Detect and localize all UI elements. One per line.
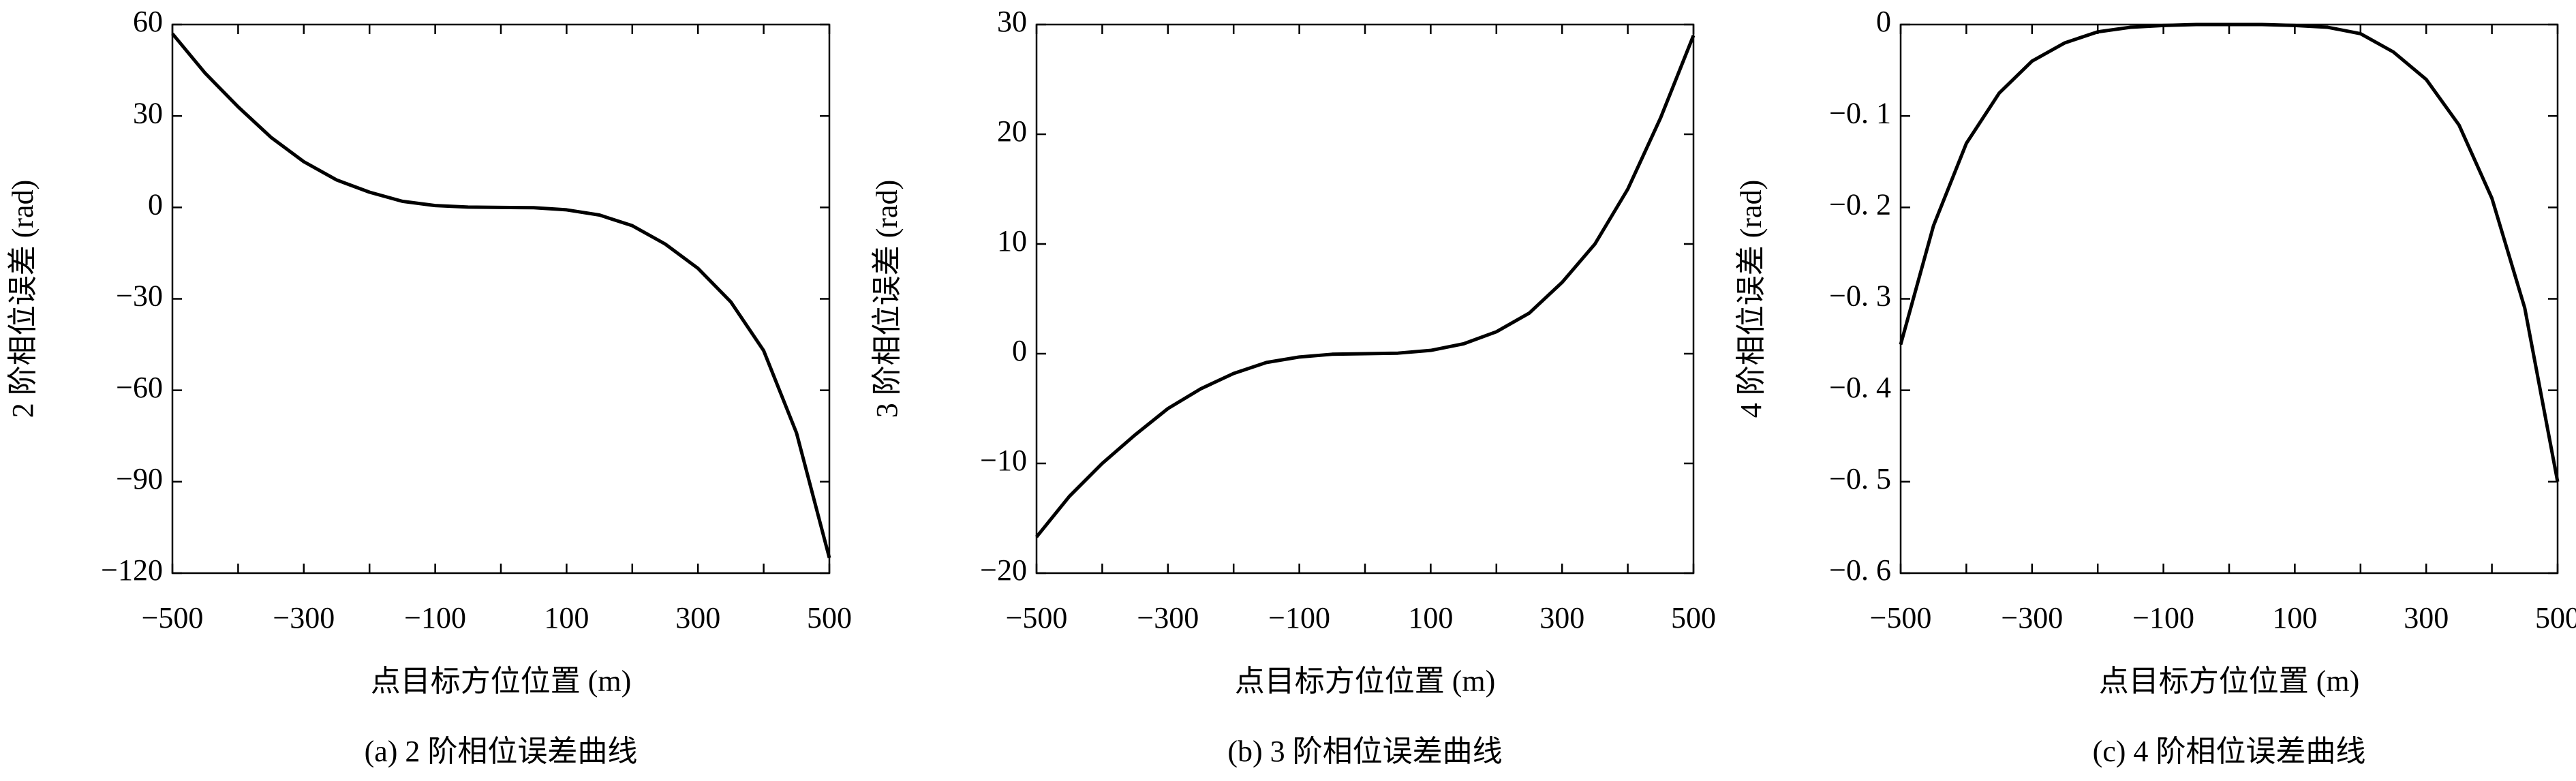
y-tick-label: 0 [148, 187, 163, 221]
y-tick-label: −0. 2 [1829, 187, 1891, 221]
y-axis-label: 3 阶相位误差 (rad) [870, 180, 904, 418]
y-tick-label: −30 [116, 279, 163, 313]
x-axis-label: 点目标方位位置 (m) [1235, 664, 1496, 698]
y-tick-label: −0. 6 [1829, 553, 1891, 587]
x-tick-label: 500 [2535, 601, 2576, 634]
y-axis-label: 4 阶相位误差 (rad) [1734, 180, 1768, 418]
data-line [1899, 22, 2560, 483]
y-axis-label: 2 阶相位误差 (rad) [6, 180, 40, 418]
plot-frame [171, 23, 831, 575]
y-tick-label: 30 [997, 5, 1027, 38]
y-tick-label: 0 [1876, 5, 1891, 38]
y-tick-label: 30 [133, 96, 163, 129]
x-tick-label: 300 [675, 601, 720, 634]
caption: (c) 4 阶相位误差曲线 [2093, 735, 2366, 768]
x-tick-label: −500 [1006, 601, 1068, 634]
x-tick-label: −300 [2001, 601, 2063, 634]
data-line [171, 32, 831, 559]
x-tick-label: −500 [1870, 601, 1932, 634]
x-tick-label: 300 [2404, 601, 2449, 634]
x-tick-label: −300 [273, 601, 335, 634]
y-tick-label: −60 [116, 371, 163, 404]
x-axis-label: 点目标方位位置 (m) [371, 664, 632, 698]
x-tick-label: −300 [1137, 601, 1199, 634]
y-tick-label: −120 [101, 553, 163, 587]
x-tick-label: 100 [1408, 601, 1453, 634]
plot-frame [1899, 23, 2559, 575]
data-line [1035, 35, 1696, 538]
y-tick-label: −10 [980, 444, 1027, 477]
x-tick-label: −500 [142, 601, 204, 634]
y-tick-label: −20 [980, 553, 1027, 587]
y-tick-label: 0 [1012, 334, 1027, 367]
y-tick-label: 10 [997, 224, 1027, 258]
x-tick-label: −100 [2132, 601, 2194, 634]
caption: (a) 2 阶相位误差曲线 [365, 735, 638, 768]
plot-frame [1035, 23, 1695, 575]
x-tick-label: 100 [2272, 601, 2317, 634]
x-tick-label: 500 [807, 601, 852, 634]
x-axis-label: 点目标方位位置 (m) [2099, 664, 2360, 698]
y-tick-label: −0. 5 [1829, 462, 1891, 495]
y-tick-label: 20 [997, 114, 1027, 148]
y-tick-label: −0. 4 [1829, 371, 1891, 404]
x-tick-label: 300 [1539, 601, 1584, 634]
x-tick-label: −100 [404, 601, 466, 634]
x-tick-label: 100 [544, 601, 589, 634]
y-tick-label: −0. 3 [1829, 279, 1891, 313]
x-tick-label: 500 [1671, 601, 1716, 634]
y-tick-label: −0. 1 [1829, 96, 1891, 129]
caption: (b) 3 阶相位误差曲线 [1227, 735, 1502, 768]
y-tick-label: 60 [133, 5, 163, 38]
x-tick-label: −100 [1268, 601, 1330, 634]
y-tick-label: −90 [116, 462, 163, 495]
